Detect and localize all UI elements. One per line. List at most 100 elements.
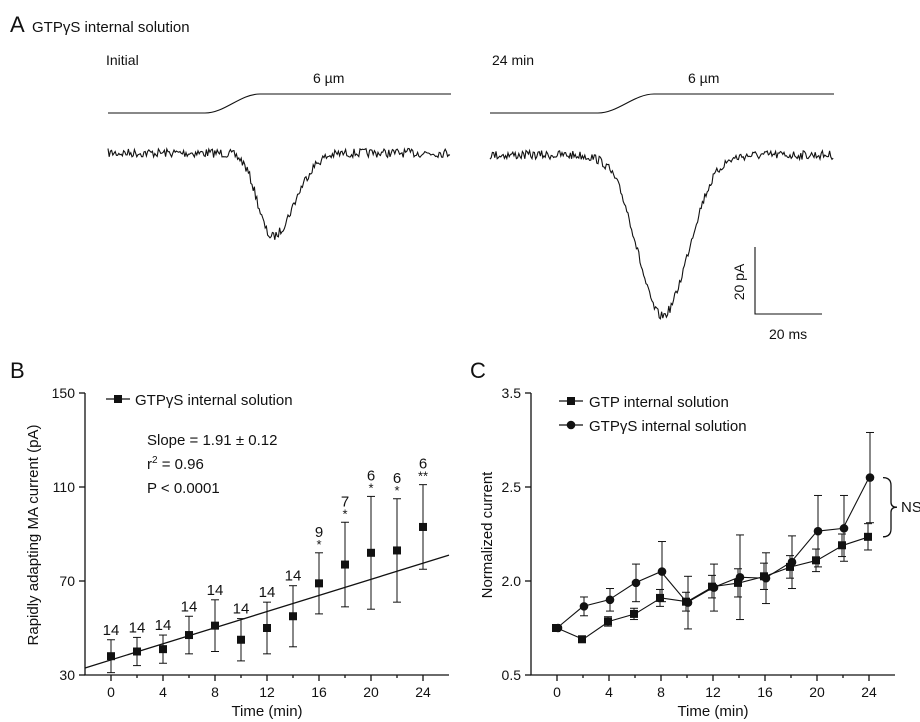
data-point-square (656, 593, 664, 602)
data-point-circle (553, 623, 563, 633)
panel-b-legend-marker (114, 395, 122, 403)
panel-c-x-title: Time (min) (677, 703, 748, 720)
y-tick-label: 110 (53, 479, 76, 495)
panel-c-legend: GTP internal solution GTPγS internal sol… (559, 394, 747, 435)
series-line-2 (556, 477, 870, 629)
panel-c: C 0.5 2.0 2.5 3.5 0 4 8 12 16 20 24 Time (min) No… (470, 358, 920, 720)
data-point-circle (761, 573, 771, 583)
x-tick-label: 24 (861, 684, 877, 700)
panel-a-title-greek: γ (63, 19, 71, 36)
data-point-square (630, 609, 638, 618)
x-tick-label: 8 (657, 684, 665, 700)
data-point-square (604, 617, 612, 626)
panel-c-letter: C (470, 358, 486, 383)
data-point (133, 647, 141, 656)
data-point-circle (579, 602, 589, 611)
data-point-square (734, 578, 742, 587)
data-point (107, 652, 115, 661)
data-point (237, 635, 245, 644)
x-tick-label: 12 (705, 684, 721, 700)
n-label: 14 (129, 619, 146, 636)
data-point-circle (631, 578, 641, 588)
y-tick-label: 0.5 (502, 667, 522, 683)
data-point-square (838, 541, 846, 550)
x-tick-label: 12 (259, 684, 275, 700)
r2-suffix: = 0.96 (158, 456, 204, 473)
data-point-square (578, 635, 586, 644)
panel-b-x-title: Time (min) (231, 703, 302, 720)
x-tick-label: 4 (605, 684, 613, 700)
panel-b-letter: B (10, 358, 25, 383)
data-point-circle (683, 598, 693, 607)
panel-c-legend-marker-1 (567, 397, 575, 405)
data-point-circle (657, 567, 667, 576)
data-point (289, 612, 297, 621)
x-tick-label: 4 (159, 684, 167, 700)
x-tick-label: 16 (311, 684, 327, 700)
panel-b-legend-label: GTPγS internal solution (135, 392, 293, 409)
data-point-circle (865, 473, 875, 482)
n-label: 7 (341, 493, 349, 510)
n-label: 6 (419, 456, 427, 473)
data-point (393, 546, 401, 555)
panel-c-legend-label-1: GTP internal solution (589, 394, 729, 411)
data-point-square (786, 562, 794, 571)
data-point (211, 621, 219, 630)
x-tick-label: 0 (553, 684, 561, 700)
panel-c-y-title: Normalized current (479, 471, 496, 599)
significance-label: * (368, 480, 373, 495)
stimulus-label-left: 6 µm (313, 70, 344, 86)
r2-annotation: r2 = 0.96 (147, 455, 204, 473)
data-point-circle (839, 524, 849, 533)
panel-c-x-ticks: 0 4 8 12 16 20 24 (553, 675, 877, 700)
y-tick-label: 70 (59, 573, 75, 589)
x-tick-label: 16 (757, 684, 773, 700)
data-point (185, 631, 193, 640)
panel-a-letter: A (10, 12, 25, 37)
x-tick-label: 20 (363, 684, 379, 700)
significance-label: * (394, 483, 399, 498)
n-label: 14 (181, 598, 198, 615)
y-tick-label: 2.0 (502, 573, 522, 589)
panel-b: B 30 70 110 150 0 4 8 12 16 20 24 Time (min) Rapi… (10, 358, 450, 720)
current-trace-initial (107, 147, 451, 240)
r2-superscript: 2 (152, 455, 158, 466)
panel-b-x-ticks: 0 4 8 12 16 20 24 (107, 675, 431, 700)
x-tick-label: 0 (107, 684, 115, 700)
n-label: 14 (259, 584, 276, 601)
panel-b-legend: GTPγS internal solution (106, 392, 293, 409)
panel-b-y-ticks: 30 70 110 150 (52, 385, 85, 683)
ns-bracket (882, 476, 898, 538)
stimulus-step-24min (490, 93, 834, 114)
panel-a-title-suffix: S internal solution (70, 19, 189, 36)
n-label: 14 (155, 617, 172, 634)
panel-c-y-ticks: 0.5 2.0 2.5 3.5 (502, 385, 531, 683)
data-point (159, 645, 167, 654)
x-tick-label: 20 (809, 684, 825, 700)
data-point (315, 579, 323, 588)
y-tick-label: 2.5 (502, 479, 522, 495)
scale-bar-y-label: 20 pA (731, 263, 747, 300)
data-point-circle (813, 526, 823, 536)
scale-bar-x-label: 20 ms (769, 326, 807, 342)
panel-c-data (552, 431, 875, 644)
n-label: 6 (367, 467, 375, 484)
data-point-square (812, 556, 820, 565)
n-label: 9 (315, 524, 323, 541)
n-label: 14 (207, 582, 224, 599)
data-point (419, 522, 427, 531)
min24-label: 24 min (492, 52, 534, 68)
panel-a-title: GTPγS internal solution (32, 19, 190, 36)
slope-annotation: Slope = 1.91 ± 0.12 (147, 432, 277, 449)
stimulus-step-initial (108, 93, 451, 114)
data-point (341, 560, 349, 569)
data-point-circle (787, 557, 797, 567)
data-point-circle (735, 572, 745, 582)
n-label: 14 (233, 601, 250, 618)
panel-c-legend-label-2: GTPγS internal solution (589, 418, 747, 435)
ns-label: NS (901, 499, 920, 516)
y-tick-label: 30 (59, 667, 75, 683)
scale-bar (754, 247, 822, 315)
n-label: 6 (393, 470, 401, 487)
